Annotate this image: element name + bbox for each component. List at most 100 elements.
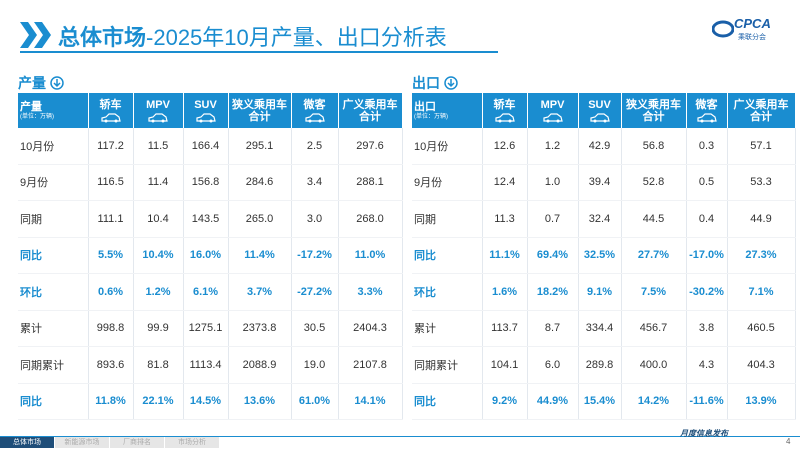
row-label: 同比 bbox=[18, 383, 89, 420]
title: 总体市场-2025年10月产量、出口分析表 bbox=[58, 20, 447, 52]
logo: CPCA 乘联分会 bbox=[712, 16, 782, 46]
cell: 44.5 bbox=[621, 200, 687, 238]
cell: 3.0 bbox=[291, 200, 339, 238]
footer-slogan: 月度信息发布 bbox=[680, 429, 728, 438]
cell: 39.4 bbox=[578, 164, 622, 201]
column-header: 出口 (单位：万辆) bbox=[412, 93, 483, 128]
data-row: 同期累计 893.6 81.8 1113.4 2088.9 19.0 2107.8 bbox=[18, 346, 403, 384]
cell: 113.7 bbox=[482, 310, 528, 347]
cell: 0.7 bbox=[527, 200, 579, 238]
cell: 11.3 bbox=[482, 200, 528, 238]
column-header: SUV bbox=[183, 93, 229, 128]
row-label: 9月份 bbox=[18, 164, 89, 201]
cell: 11.5 bbox=[133, 128, 184, 165]
cell: 1.0 bbox=[527, 164, 579, 201]
cell: 289.8 bbox=[578, 346, 622, 384]
cell: 1275.1 bbox=[183, 310, 229, 347]
column-header: 微客 bbox=[291, 93, 339, 128]
column-header: MPV bbox=[527, 93, 579, 128]
cell: 14.5% bbox=[183, 383, 229, 420]
cell: 0.6% bbox=[88, 273, 134, 311]
cell: 81.8 bbox=[133, 346, 184, 384]
cell: 9.1% bbox=[578, 273, 622, 311]
cell: 7.5% bbox=[621, 273, 687, 311]
cell: 0.5 bbox=[686, 164, 728, 201]
cell: 0.4 bbox=[686, 200, 728, 238]
header-line: 合计 bbox=[750, 110, 772, 123]
row-label: 10月份 bbox=[412, 128, 483, 165]
cell: 297.6 bbox=[338, 128, 403, 165]
data-row: 9月份 116.5 11.4 156.8 284.6 3.4 288.1 bbox=[18, 164, 403, 201]
footer-line bbox=[0, 436, 800, 437]
title-bold: 总体市场 bbox=[58, 25, 147, 50]
header-line: 微客 bbox=[695, 98, 718, 111]
data-table: 产量 (单位：万辆) 轿车 MPV SUV 狭义乘用车 合计 微客 广义乘用车 合计 10月份 117… bbox=[18, 93, 403, 420]
row-label: 同期累计 bbox=[18, 346, 89, 384]
cell: 4.3 bbox=[686, 346, 728, 384]
data-row: 同比 9.2% 44.9% 15.4% 14.2% -11.6% 13.9% bbox=[412, 383, 796, 420]
cell: 13.9% bbox=[727, 383, 796, 420]
cell: 3.7% bbox=[228, 273, 292, 311]
cell: 14.1% bbox=[338, 383, 403, 420]
header-line: SUV bbox=[194, 98, 217, 111]
cell: -17.2% bbox=[291, 237, 339, 274]
cell: 1.2% bbox=[133, 273, 184, 311]
title-rest: -2025年10月产量、出口分析表 bbox=[146, 25, 447, 50]
section-label: 产量 bbox=[18, 73, 64, 93]
cell: 2088.9 bbox=[228, 346, 292, 384]
data-row: 累计 113.7 8.7 334.4 456.7 3.8 460.5 bbox=[412, 310, 796, 347]
cell: 111.1 bbox=[88, 200, 134, 238]
cell: 11.1% bbox=[482, 237, 528, 274]
data-row: 环比 0.6% 1.2% 6.1% 3.7% -27.2% 3.3% bbox=[18, 273, 403, 311]
cell: 32.5% bbox=[578, 237, 622, 274]
cell: 11.8% bbox=[88, 383, 134, 420]
cell: 27.3% bbox=[727, 237, 796, 274]
cell: 3.3% bbox=[338, 273, 403, 311]
data-row: 同比 11.8% 22.1% 14.5% 13.6% 61.0% 14.1% bbox=[18, 383, 403, 420]
data-table: 出口 (单位：万辆) 轿车 MPV SUV 狭义乘用车 合计 微客 广义乘用车 合计 10月份 12.… bbox=[412, 93, 796, 420]
cell: -27.2% bbox=[291, 273, 339, 311]
column-header: 产量 (单位：万辆) bbox=[18, 93, 89, 128]
cell: 1113.4 bbox=[183, 346, 229, 384]
data-row: 同期 111.1 10.4 143.5 265.0 3.0 268.0 bbox=[18, 200, 403, 238]
arrow-icon bbox=[444, 76, 458, 90]
cell: 998.8 bbox=[88, 310, 134, 347]
cell: 30.5 bbox=[291, 310, 339, 347]
cell: 10.4% bbox=[133, 237, 184, 274]
cell: 56.8 bbox=[621, 128, 687, 165]
logo-mark bbox=[712, 20, 734, 38]
cell: 295.1 bbox=[228, 128, 292, 165]
row-label: 同期 bbox=[412, 200, 483, 238]
cell: 16.0% bbox=[183, 237, 229, 274]
header-line: 广义乘用车 bbox=[342, 98, 398, 111]
cell: 0.3 bbox=[686, 128, 728, 165]
vehicle-icon bbox=[589, 112, 610, 122]
arrow-icon bbox=[50, 76, 64, 90]
header-line: 合计 bbox=[248, 110, 271, 123]
vehicle-icon bbox=[195, 112, 216, 122]
vehicle-icon bbox=[542, 112, 563, 122]
header-row: 产量 (单位：万辆) 轿车 MPV SUV 狭义乘用车 合计 微客 广义乘用车 合计 bbox=[18, 93, 403, 128]
cell: 460.5 bbox=[727, 310, 796, 347]
column-header: 广义乘用车 合计 bbox=[727, 93, 796, 128]
cell: 6.0 bbox=[527, 346, 579, 384]
column-header: MPV bbox=[133, 93, 184, 128]
cell: 99.9 bbox=[133, 310, 184, 347]
cell: 10.4 bbox=[133, 200, 184, 238]
cell: 57.1 bbox=[727, 128, 796, 165]
cell: 42.9 bbox=[578, 128, 622, 165]
title-rule bbox=[20, 51, 498, 53]
cell: 1.6% bbox=[482, 273, 528, 311]
footer-tab: 厂商排名 bbox=[110, 437, 164, 448]
unit: (单位：万辆) bbox=[20, 113, 54, 120]
cell: 44.9 bbox=[727, 200, 796, 238]
data-row: 9月份 12.4 1.0 39.4 52.8 0.5 53.3 bbox=[412, 164, 796, 201]
column-header: 狭义乘用车 合计 bbox=[621, 93, 687, 128]
column-header: 轿车 bbox=[482, 93, 528, 128]
vehicle-icon bbox=[148, 112, 168, 122]
cell: 53.3 bbox=[727, 164, 796, 201]
cell: 156.8 bbox=[183, 164, 229, 201]
cell: 19.0 bbox=[291, 346, 339, 384]
cell: 2404.3 bbox=[338, 310, 403, 347]
cell: 2.5 bbox=[291, 128, 339, 165]
